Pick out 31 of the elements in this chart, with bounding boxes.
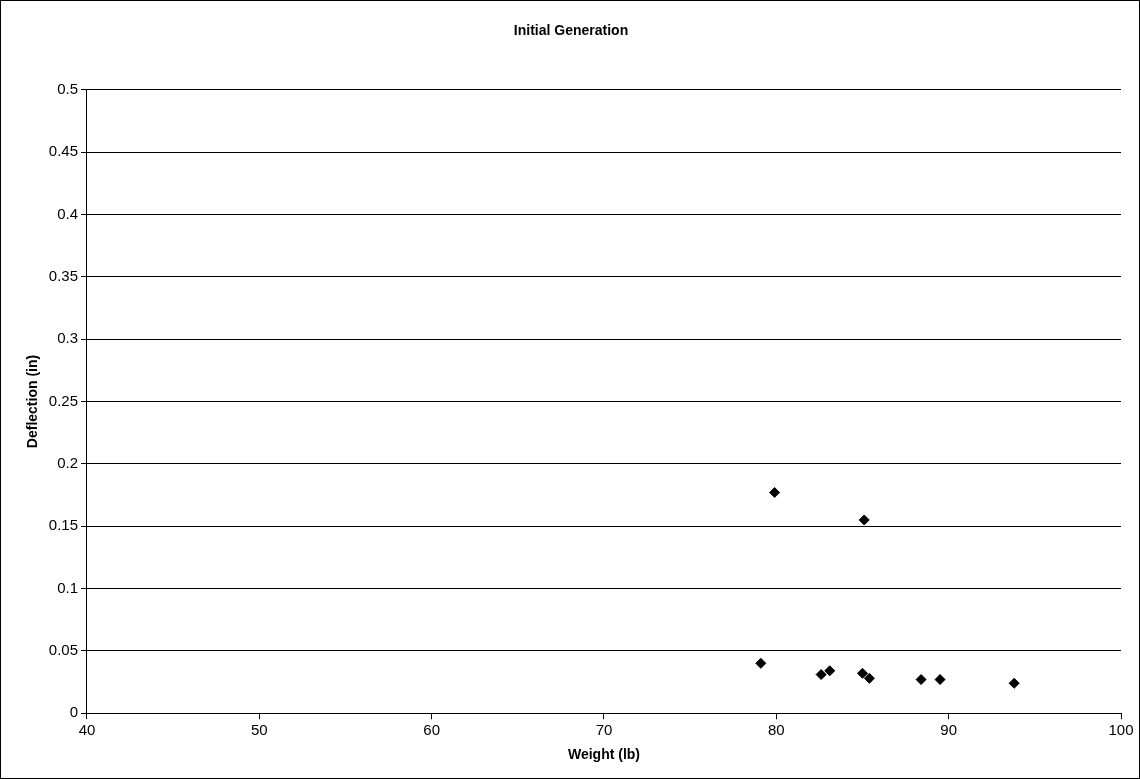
y-tick-label: 0 [69,703,78,721]
chart-title: Initial Generation [513,22,629,39]
x-axis-title: Weight (lb) [567,746,641,763]
point [934,674,946,686]
y-tick-label: 0.35 [48,266,78,284]
point [1008,677,1020,689]
y-tick-label: 0.45 [48,142,78,160]
x-tick-label: 50 [250,721,268,739]
y-tick-label: 0.05 [48,641,78,658]
point [857,667,868,679]
x-tick-label: 100 [1108,721,1134,739]
y-tick-label: 0.3 [57,329,78,347]
y-tick-label: 0.4 [57,204,78,222]
x-tick-label: 70 [595,721,613,739]
y-tick-label: 0.1 [57,578,78,596]
point [858,514,870,526]
x-tick-label: 80 [767,721,785,739]
y-tick-label: 0.25 [48,391,78,409]
point [915,674,927,686]
x-tick-label: 40 [78,721,96,739]
point [755,657,767,669]
y-tick-label: 0.15 [48,516,78,534]
point [769,487,781,499]
point [815,669,827,681]
y-tick-label: 0.2 [57,453,78,471]
x-tick-label: 90 [940,721,958,739]
y-axis-title: Deflection (in) [24,354,41,449]
x-tick-label: 60 [423,721,441,739]
point [824,665,836,677]
point [863,672,875,684]
y-tick-label: 0.5 [57,79,78,97]
